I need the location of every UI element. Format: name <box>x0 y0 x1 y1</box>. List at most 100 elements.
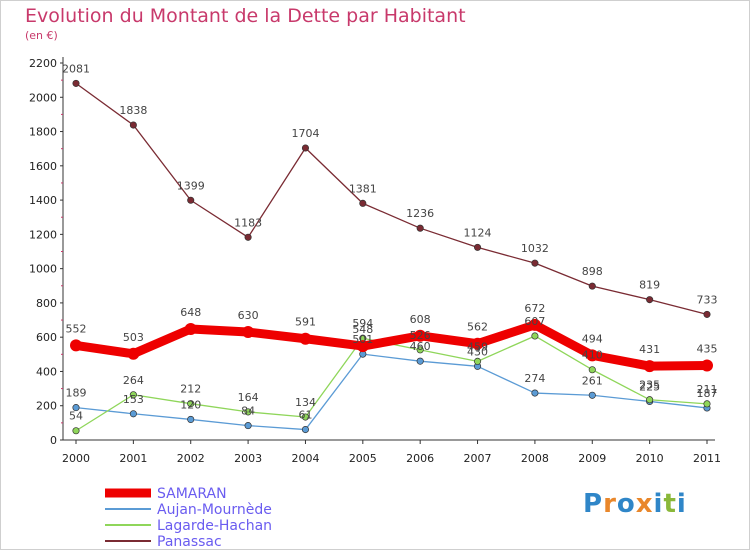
x-tick-label: 2010 <box>636 452 664 465</box>
logo-letter: i <box>676 489 687 519</box>
y-tick-label: 1000 <box>29 263 57 276</box>
y-tick-label: 1800 <box>29 126 57 139</box>
data-label-aujan-mournede: 187 <box>697 387 718 400</box>
data-label-aujan-mournede: 120 <box>180 398 201 411</box>
legend-label-samaran: SAMARAN <box>157 486 227 502</box>
series-line-aujan-mournede <box>75 353 708 431</box>
data-point-lagarde-hachan <box>416 346 424 354</box>
data-point-lagarde-hachan <box>531 332 539 340</box>
data-label-panassac: 898 <box>582 265 603 278</box>
legend: SAMARANAujan-MournèdeLagarde-HachanPanas… <box>105 486 272 549</box>
data-point-panassac <box>359 199 367 207</box>
data-label-lagarde-hachan: 607 <box>524 315 545 328</box>
data-point-aujan-mournede <box>531 389 539 397</box>
data-point-aujan-mournede <box>416 357 424 365</box>
data-point-samaran <box>299 332 312 345</box>
data-point-panassac <box>531 259 539 267</box>
data-label-samaran: 435 <box>697 342 718 355</box>
y-tick-label: 2200 <box>29 57 57 70</box>
data-label-samaran: 648 <box>180 306 201 319</box>
data-point-lagarde-hachan <box>588 366 596 374</box>
data-point-aujan-mournede <box>244 422 252 430</box>
x-tick-label: 2001 <box>119 452 147 465</box>
data-label-panassac: 733 <box>697 293 718 306</box>
data-point-samaran <box>471 337 484 350</box>
data-point-samaran <box>701 359 713 372</box>
y-tick-label: 200 <box>36 400 57 413</box>
data-point-lagarde-hachan <box>72 427 80 435</box>
data-label-aujan-mournede: 430 <box>467 345 488 358</box>
data-point-lagarde-hachan <box>129 391 137 399</box>
data-point-panassac <box>473 243 482 251</box>
x-tick-label: 2006 <box>406 452 434 465</box>
logo-letter: i <box>653 489 664 519</box>
data-label-lagarde-hachan: 410 <box>582 349 603 362</box>
series-line-panassac <box>75 82 708 316</box>
data-label-panassac: 1838 <box>119 104 147 117</box>
data-point-samaran <box>586 349 599 362</box>
x-tick-label: 2005 <box>349 452 377 465</box>
data-point-aujan-mournede <box>129 410 137 418</box>
data-point-panassac <box>72 79 80 87</box>
data-label-aujan-mournede: 501 <box>352 333 373 346</box>
x-tick-label: 2000 <box>62 452 90 465</box>
data-point-aujan-mournede <box>72 404 80 412</box>
data-label-panassac: 1124 <box>464 226 492 239</box>
data-label-samaran: 672 <box>524 302 545 315</box>
data-point-lagarde-hachan <box>703 400 711 408</box>
x-tick-label: 2009 <box>578 452 606 465</box>
data-label-aujan-mournede: 84 <box>241 405 255 418</box>
series-line-samaran <box>71 320 712 371</box>
data-label-lagarde-hachan: 235 <box>639 379 660 392</box>
data-label-aujan-mournede: 61 <box>298 409 312 422</box>
y-tick-label: 800 <box>36 297 57 310</box>
data-label-panassac: 1381 <box>349 182 377 195</box>
series-layer <box>70 79 713 435</box>
data-label-lagarde-hachan: 212 <box>180 383 201 396</box>
x-tick-label: 2004 <box>291 452 319 465</box>
logo-letter: r <box>603 489 617 519</box>
data-point-lagarde-hachan <box>473 357 482 365</box>
data-label-aujan-mournede: 274 <box>524 372 545 385</box>
x-tick-label: 2008 <box>521 452 549 465</box>
data-label-lagarde-hachan: 54 <box>69 410 83 423</box>
data-point-lagarde-hachan <box>187 400 195 408</box>
data-label-panassac: 2081 <box>62 62 90 75</box>
data-label-panassac: 1704 <box>291 127 319 140</box>
y-tick-label: 0 <box>50 434 57 447</box>
y-tick-label: 1400 <box>29 194 57 207</box>
data-point-panassac <box>703 310 711 318</box>
x-tick-label: 2003 <box>234 452 262 465</box>
logo-letter: t <box>663 489 677 519</box>
data-point-panassac <box>588 282 596 290</box>
data-label-samaran: 630 <box>238 309 259 322</box>
data-label-samaran: 591 <box>295 316 316 329</box>
data-point-samaran <box>643 360 656 373</box>
data-point-samaran <box>242 326 255 339</box>
data-point-samaran <box>127 347 140 360</box>
data-label-aujan-mournede: 460 <box>410 340 431 353</box>
x-tick-label: 2011 <box>693 452 721 465</box>
data-point-lagarde-hachan <box>301 413 310 421</box>
data-label-samaran: 608 <box>410 313 431 326</box>
data-point-lagarde-hachan <box>244 408 252 416</box>
data-labels: 552 503 648 630 591 548 608 562 672 494 431 435 189 1… <box>62 62 718 422</box>
data-label-lagarde-hachan: 264 <box>123 374 144 387</box>
data-label-aujan-mournede: 153 <box>123 393 144 406</box>
data-point-panassac <box>129 121 137 129</box>
data-point-panassac <box>187 196 195 204</box>
data-label-panassac: 1183 <box>234 216 262 229</box>
data-label-lagarde-hachan: 134 <box>295 396 316 409</box>
data-label-samaran: 431 <box>639 343 660 356</box>
data-label-lagarde-hachan: 164 <box>238 391 259 404</box>
logo-letter: P <box>583 489 604 519</box>
data-label-aujan-mournede: 225 <box>639 380 660 393</box>
data-point-lagarde-hachan <box>646 396 654 404</box>
data-label-panassac: 1032 <box>521 242 549 255</box>
y-tick-label: 400 <box>36 365 57 378</box>
data-point-panassac <box>646 296 654 304</box>
proxiti-logo: Proxiti <box>583 489 687 519</box>
data-label-lagarde-hachan: 211 <box>697 383 718 396</box>
data-label-samaran: 494 <box>582 332 603 345</box>
y-tick-label: 1600 <box>29 160 57 173</box>
